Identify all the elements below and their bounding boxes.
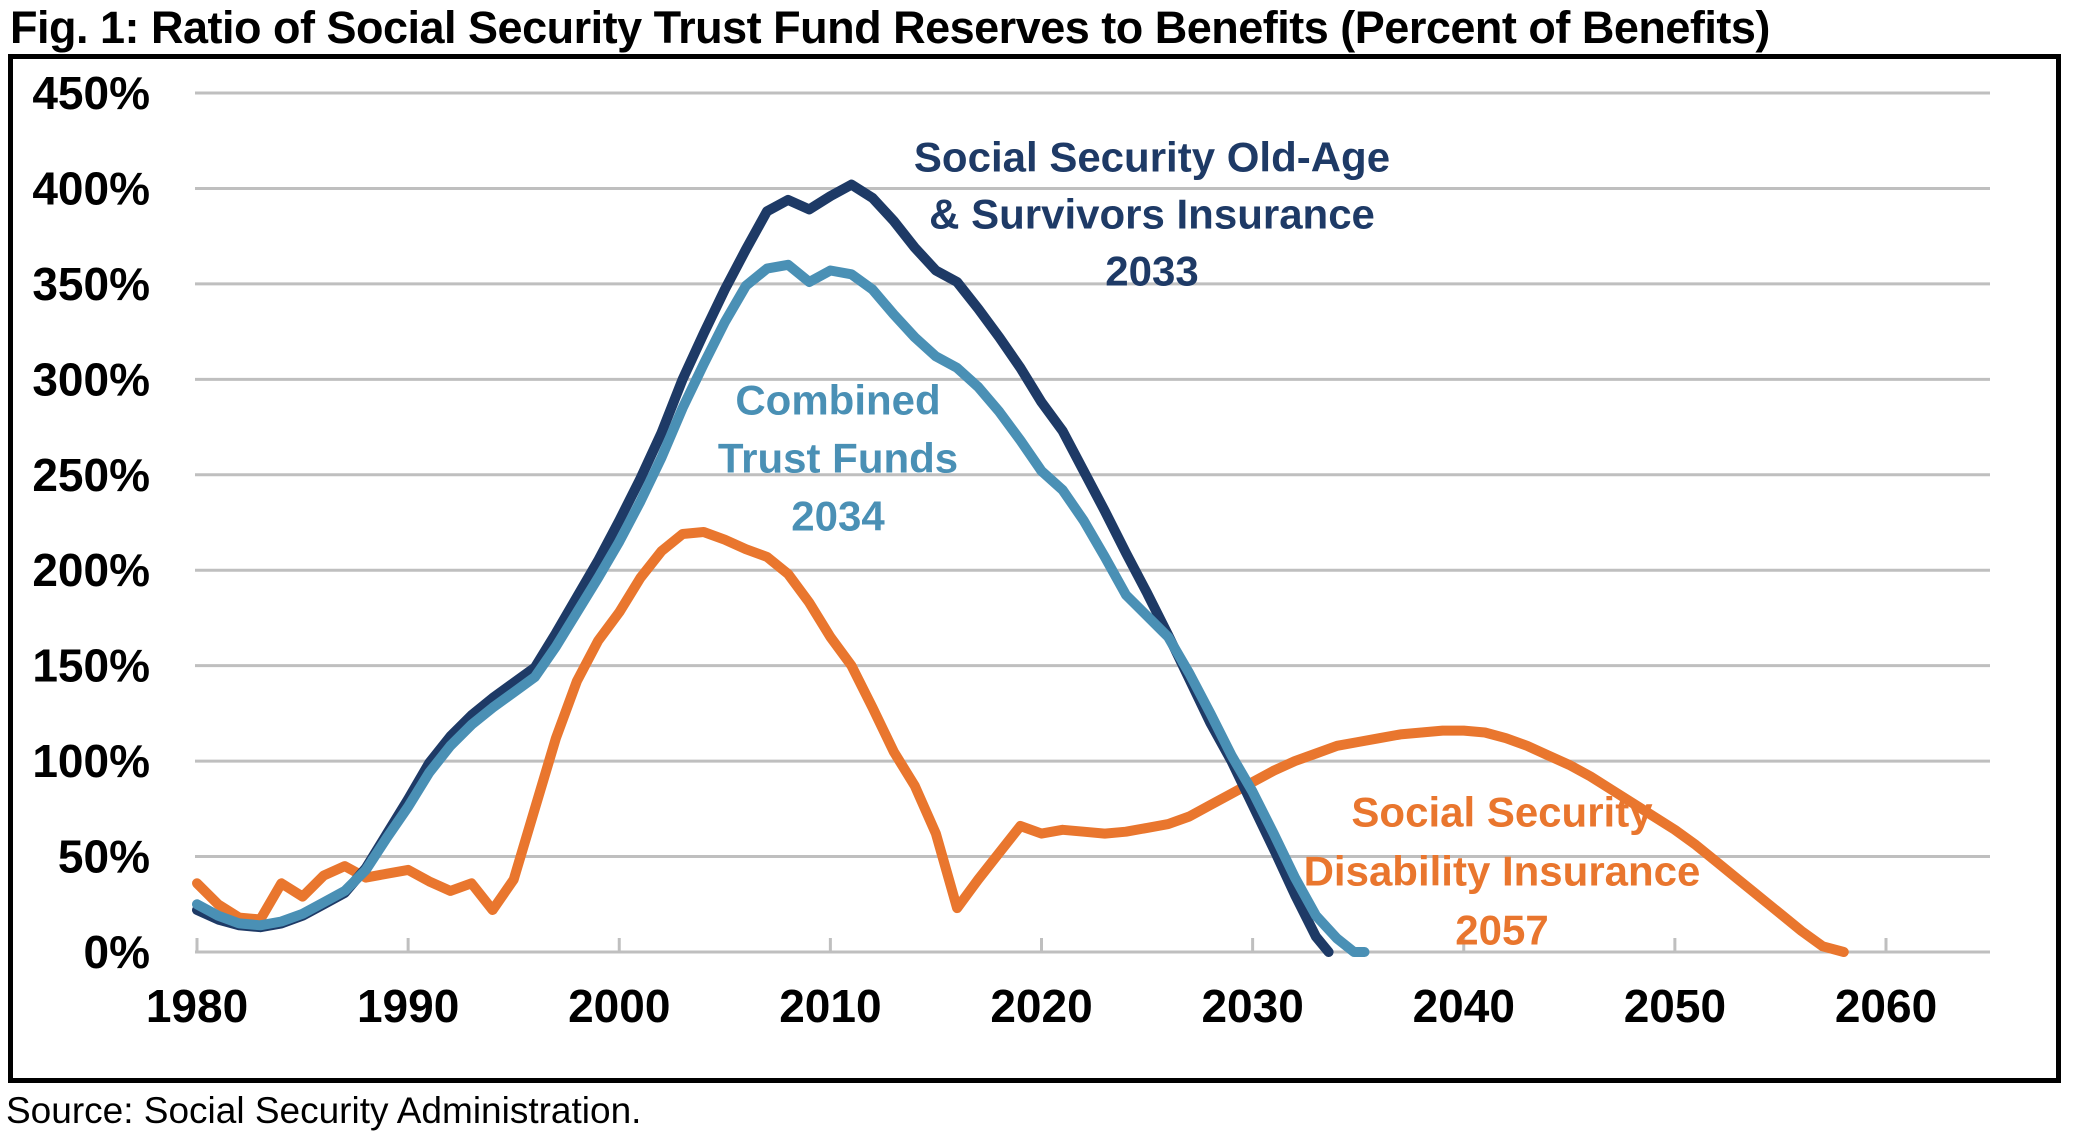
annotation-oasi-line-line3: 2033: [1105, 248, 1198, 295]
y-axis-label-100: 100%: [32, 735, 150, 787]
x-axis-label-2010: 2010: [779, 980, 881, 1032]
y-axis-label-300: 300%: [32, 353, 150, 405]
chart-title: Fig. 1: Ratio of Social Security Trust F…: [10, 2, 1770, 53]
y-axis-label-200: 200%: [32, 544, 150, 596]
x-axis-label-2050: 2050: [1624, 980, 1726, 1032]
annotation-combined-line-line1: Combined: [735, 377, 940, 424]
x-axis-label-2060: 2060: [1835, 980, 1937, 1032]
annotation-oasi-line-line2: & Survivors Insurance: [929, 191, 1375, 238]
combined-line: [192, 259, 1370, 957]
chart-frame: [8, 54, 2061, 1083]
y-axis-label-50: 50%: [58, 831, 150, 883]
annotation-di-line-line2: Disability Insurance: [1304, 848, 1701, 895]
annotation-di-line-line1: Social Security: [1351, 789, 1653, 836]
y-axis-label-250: 250%: [32, 449, 150, 501]
di-line: [192, 527, 1849, 957]
annotation-oasi-line-line1: Social Security Old-Age: [914, 134, 1390, 181]
x-axis-label-2040: 2040: [1413, 980, 1515, 1032]
y-axis-label-400: 400%: [32, 162, 150, 214]
y-axis-label-0: 0%: [84, 926, 150, 978]
oasi-line: [192, 179, 1334, 957]
x-axis-label-1980: 1980: [146, 980, 248, 1032]
annotation-di-line-line3: 2057: [1455, 907, 1548, 954]
x-axis-label-2030: 2030: [1201, 980, 1303, 1032]
x-axis-label-2020: 2020: [990, 980, 1092, 1032]
x-axis-label-2000: 2000: [568, 980, 670, 1032]
annotation-combined-line-line3: 2034: [791, 493, 885, 540]
y-axis-label-150: 150%: [32, 640, 150, 692]
y-axis-label-350: 350%: [32, 258, 150, 310]
source-note: Source: Social Security Administration.: [6, 1090, 642, 1131]
annotation-combined-line-line2: Trust Funds: [718, 435, 958, 482]
y-axis-label-450: 450%: [32, 67, 150, 119]
x-axis-label-1990: 1990: [357, 980, 459, 1032]
